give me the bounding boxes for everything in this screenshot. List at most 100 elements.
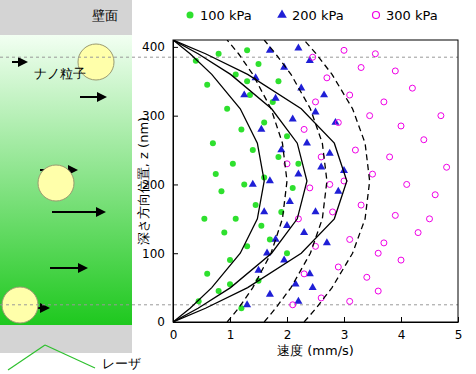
y-tick-mark [173, 184, 178, 185]
data-point [404, 181, 410, 187]
data-point [367, 113, 373, 119]
data-point [294, 297, 302, 304]
x-tick-label: 2 [284, 328, 292, 342]
data-point [324, 75, 330, 81]
legend-marker [373, 12, 380, 19]
data-point [201, 216, 207, 222]
fluid-region [0, 35, 132, 325]
data-point [216, 51, 222, 57]
data-point [311, 207, 319, 214]
laser-beam [45, 345, 95, 368]
data-point [398, 257, 404, 263]
data-point [427, 216, 433, 222]
reference-line [0, 304, 458, 305]
data-point [327, 181, 333, 187]
data-point [313, 99, 319, 105]
data-point [250, 147, 256, 153]
data-point [444, 164, 450, 170]
velocity-arrow [52, 211, 104, 213]
data-point [210, 140, 216, 146]
data-point [204, 82, 210, 88]
x-tick-label: 5 [455, 328, 463, 342]
x-tick: 4 [398, 317, 406, 342]
schematic: 壁面ナノ粒子レーザ [0, 0, 141, 371]
data-point [244, 78, 250, 84]
data-point [230, 161, 236, 167]
data-point [241, 181, 247, 187]
x-tick-label: 3 [341, 328, 349, 342]
data-point [280, 63, 288, 70]
data-point [261, 120, 267, 126]
x-tick-mark [230, 317, 231, 322]
annotation: レーザ [102, 356, 141, 371]
profile-line [264, 40, 327, 322]
data-point [258, 223, 264, 229]
x-axis-line [174, 322, 459, 323]
data-point [290, 185, 296, 191]
y-tick-mark [173, 253, 178, 254]
data-point [307, 185, 313, 191]
data-point [310, 54, 316, 60]
y-tick-mark [173, 116, 178, 117]
data-point [277, 145, 285, 152]
x-tick-label: 0 [170, 328, 178, 342]
data-point [347, 92, 353, 98]
x-axis: 012345 [170, 317, 463, 342]
laser-beam [8, 345, 45, 370]
y-axis-title: 深さ方向位置, z (nm) [136, 117, 151, 245]
x-tick-mark [401, 317, 402, 322]
plot-frame [173, 40, 458, 322]
data-point [300, 228, 308, 235]
x-axis-title: 速度 (mm/s) [277, 343, 354, 358]
reference-line [0, 57, 458, 58]
data-point [224, 106, 230, 112]
x-tick-mark [287, 317, 288, 322]
data-point [320, 90, 328, 97]
plot-area [173, 40, 450, 322]
data-point [375, 250, 381, 256]
data-point [260, 207, 268, 214]
x-tick: 5 [455, 317, 463, 342]
velocity-arrow [12, 61, 26, 63]
y-axis-line [173, 41, 174, 323]
profile-line [173, 40, 264, 322]
wall-bottom [0, 325, 132, 353]
data-point [266, 290, 274, 297]
data-point [392, 68, 398, 74]
data-point [301, 271, 307, 277]
data-point [294, 44, 302, 51]
y-tick-mark [173, 47, 178, 48]
y-tick-label: 100 [142, 247, 165, 261]
data-point [303, 139, 311, 146]
data-point [381, 99, 387, 105]
data-point [266, 46, 274, 53]
legend-marker [277, 9, 287, 17]
x-tick: 3 [341, 317, 349, 342]
data-point [323, 238, 331, 245]
annotation: ナノ粒子 [34, 66, 86, 81]
annotation: 壁面 [92, 8, 118, 23]
data-point [297, 84, 305, 91]
data-point [295, 161, 301, 167]
data-point [438, 113, 444, 119]
data-point [213, 171, 219, 177]
legend-label: 100 kPa [200, 8, 252, 23]
profile-line [227, 40, 287, 322]
data-point [387, 154, 393, 160]
data-point [253, 202, 259, 208]
data-point [415, 230, 421, 236]
legend-label: 300 kPa [386, 8, 438, 23]
data-point [275, 78, 281, 84]
profile-line [173, 40, 307, 322]
y-tick: 400 [142, 40, 178, 54]
velocity-arrow [50, 267, 86, 269]
data-point [204, 271, 210, 277]
data-point [249, 180, 257, 187]
y-tick-mark [173, 322, 178, 323]
profile-line [304, 40, 370, 322]
data-point [256, 61, 262, 67]
data-point [280, 255, 288, 262]
data-point [238, 126, 244, 132]
data-point [421, 137, 427, 143]
data-point [335, 120, 341, 126]
